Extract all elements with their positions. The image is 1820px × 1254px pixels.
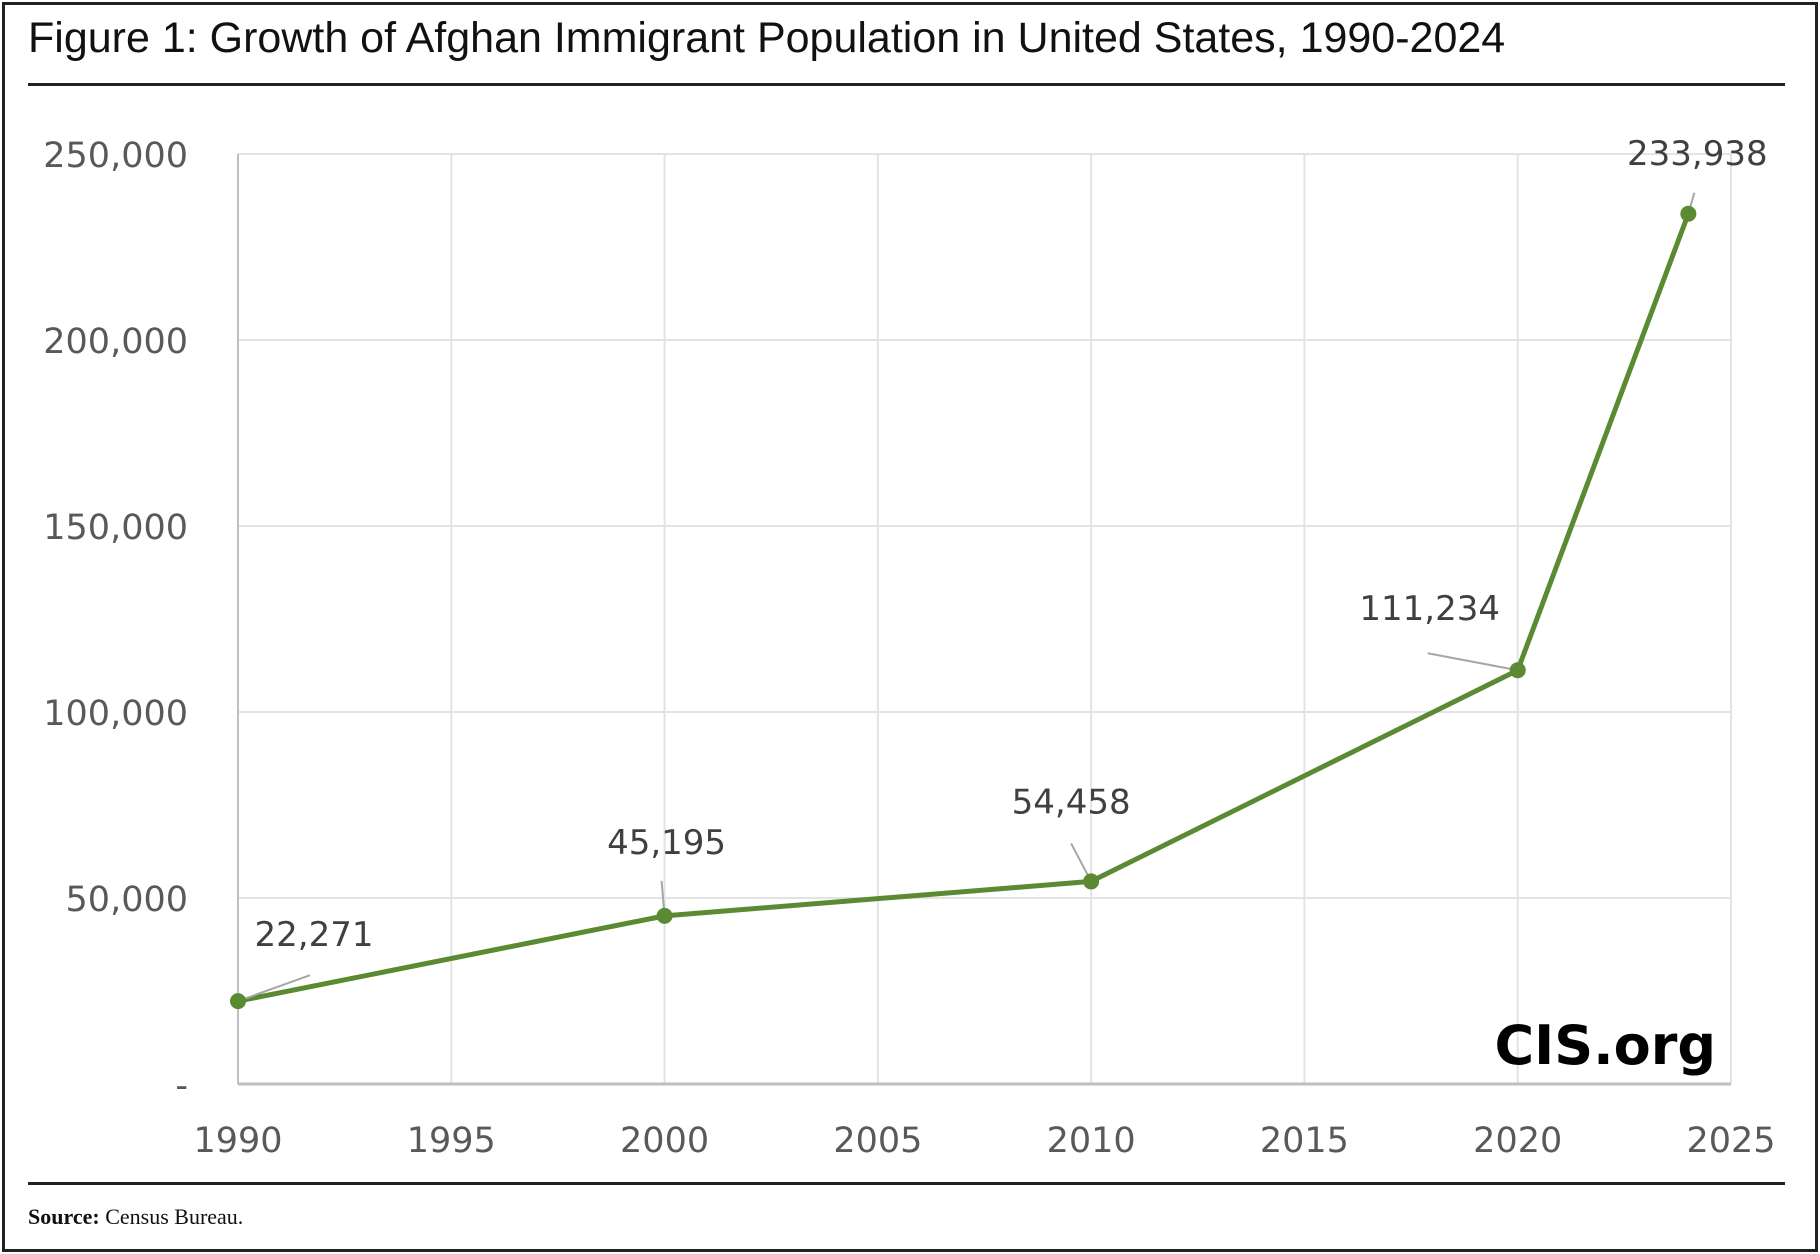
y-tick-label: 200,000 — [43, 322, 188, 362]
data-point — [656, 907, 673, 924]
x-tick-label: 2025 — [1686, 1121, 1775, 1161]
x-tick-label: 2010 — [1047, 1121, 1136, 1161]
title-rule — [28, 83, 1785, 86]
x-tick-label: 1995 — [407, 1121, 496, 1161]
data-point — [1509, 662, 1526, 679]
data-label-leader — [237, 974, 311, 1003]
brand-watermark: CIS.org — [1494, 1014, 1716, 1077]
data-point — [1083, 873, 1100, 890]
data-label: 233,938 — [1627, 134, 1768, 174]
data-label: 22,271 — [255, 915, 374, 955]
x-tick-label: 1990 — [193, 1121, 282, 1161]
y-tick-label: 250,000 — [43, 136, 188, 176]
y-tick-label: - — [175, 1066, 188, 1106]
data-label-leader — [1427, 652, 1518, 672]
x-tick-label: 2015 — [1260, 1121, 1349, 1161]
data-label: 111,234 — [1359, 589, 1500, 629]
y-tick-label: 150,000 — [43, 508, 188, 548]
figure-title: Figure 1: Growth of Afghan Immigrant Pop… — [28, 14, 1506, 62]
source-note: Source: Census Bureau. — [28, 1204, 243, 1230]
x-tick-label: 2005 — [833, 1121, 922, 1161]
x-tick-label: 2020 — [1473, 1121, 1562, 1161]
x-tick-label: 2000 — [620, 1121, 709, 1161]
data-point — [230, 993, 246, 1010]
y-tick-label: 100,000 — [43, 694, 188, 734]
data-point — [1680, 205, 1697, 222]
y-tick-label: 50,000 — [66, 880, 188, 920]
data-label: 45,195 — [607, 823, 726, 863]
source-label: Source: — [28, 1204, 100, 1229]
source-rule — [28, 1182, 1785, 1185]
data-label: 54,458 — [1012, 782, 1131, 822]
source-text: Census Bureau. — [105, 1204, 244, 1229]
